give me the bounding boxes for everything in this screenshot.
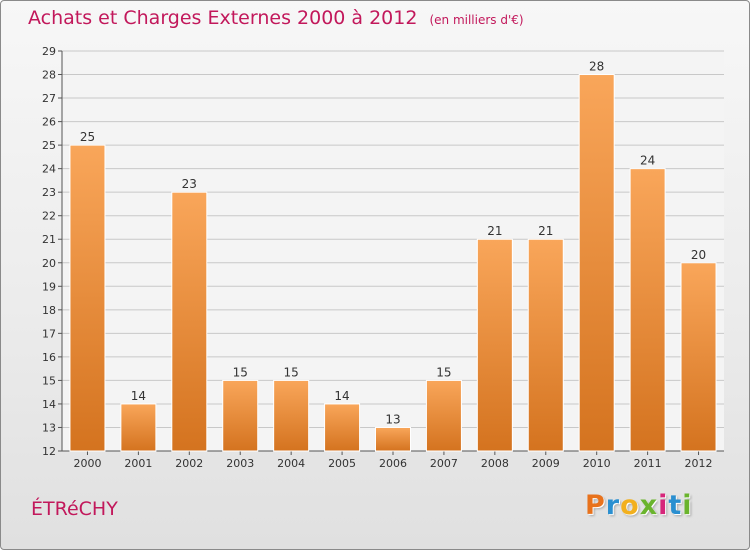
x-tick-label: 2000 xyxy=(73,457,101,470)
commune-name: ÉTRéCHY xyxy=(31,498,118,520)
logo-letter: o xyxy=(620,490,640,521)
y-tick-label: 12 xyxy=(42,445,56,458)
y-tick-label: 17 xyxy=(42,327,56,340)
y-tick-label: 28 xyxy=(42,69,56,82)
logo-letter: P xyxy=(585,490,606,521)
bar-2008 xyxy=(476,238,513,452)
y-tick-label: 26 xyxy=(42,116,56,129)
bar-value-label: 21 xyxy=(487,224,502,238)
y-tick-label: 13 xyxy=(42,421,56,434)
logo-letter: i xyxy=(682,490,693,521)
bar-value-label: 21 xyxy=(538,224,553,238)
y-tick-label: 19 xyxy=(42,280,56,293)
chart-unit: (en milliers d'€) xyxy=(429,13,524,27)
bar-2003 xyxy=(222,379,259,452)
x-tick-label: 2007 xyxy=(430,457,458,470)
bar-value-label: 25 xyxy=(80,130,95,144)
bar-2007 xyxy=(425,379,462,452)
x-tick-label: 2009 xyxy=(532,457,560,470)
chart-title: Achats et Charges Externes 2000 à 2012 xyxy=(28,7,418,29)
x-tick-label: 2005 xyxy=(328,457,356,470)
bar-value-label: 20 xyxy=(691,248,706,262)
x-tick-label: 2003 xyxy=(226,457,254,470)
logo-letter: t xyxy=(668,490,683,521)
bar-2006 xyxy=(375,426,411,452)
bar-value-label: 15 xyxy=(436,365,451,379)
bar-value-label: 14 xyxy=(334,389,349,403)
x-tick-label: 2002 xyxy=(175,457,203,470)
bar-2011 xyxy=(629,168,666,452)
bar-value-label: 15 xyxy=(284,365,299,379)
bar-value-label: 13 xyxy=(385,412,400,426)
x-tick-label: 2011 xyxy=(634,457,662,470)
y-tick-label: 23 xyxy=(42,186,56,199)
x-tick-label: 2004 xyxy=(277,457,305,470)
bar-2009 xyxy=(527,238,564,452)
logo-letter: x xyxy=(639,490,659,521)
y-tick-label: 14 xyxy=(42,398,56,411)
bar-value-label: 15 xyxy=(233,365,248,379)
bar-value-label: 23 xyxy=(182,177,197,191)
x-tick-label: 2010 xyxy=(583,457,611,470)
y-tick-label: 29 xyxy=(42,45,56,58)
y-tick-label: 18 xyxy=(42,304,56,317)
logo-letter: i xyxy=(658,490,669,521)
bar-2002 xyxy=(171,191,208,452)
y-tick-label: 22 xyxy=(42,210,56,223)
bar-value-label: 28 xyxy=(589,60,604,74)
bar-value-label: 14 xyxy=(131,389,146,403)
logo-letter: r xyxy=(605,490,621,521)
bar-2010 xyxy=(578,74,615,452)
x-tick-label: 2012 xyxy=(685,457,713,470)
bar-2000 xyxy=(69,144,106,452)
bar-2012 xyxy=(680,262,717,452)
plot-area xyxy=(62,51,724,451)
grid-lines xyxy=(62,50,724,452)
bar-value-label: 24 xyxy=(640,154,655,168)
y-tick-label: 20 xyxy=(42,257,56,270)
bars xyxy=(69,74,717,452)
y-tick-label: 25 xyxy=(42,139,56,152)
x-tick-label: 2001 xyxy=(124,457,152,470)
x-tick-label: 2006 xyxy=(379,457,407,470)
proxiti-logo: Proxiti xyxy=(585,490,693,521)
y-tick-label: 24 xyxy=(42,163,56,176)
y-tick-label: 15 xyxy=(42,374,56,387)
bar-2005 xyxy=(324,403,361,452)
x-tick-label: 2008 xyxy=(481,457,509,470)
labels: 12 13 14 15 16 17 18 19 20 21 22 23 24 25 26 27 28 29 25 20… xyxy=(42,45,713,470)
y-tick-label: 21 xyxy=(42,233,56,246)
y-tick-label: 27 xyxy=(42,92,56,105)
bar-2001 xyxy=(120,403,157,452)
chart-title-row: Achats et Charges Externes 2000 à 2012 (e… xyxy=(28,7,524,29)
y-tick-label: 16 xyxy=(42,351,56,364)
bar-2004 xyxy=(273,379,310,452)
